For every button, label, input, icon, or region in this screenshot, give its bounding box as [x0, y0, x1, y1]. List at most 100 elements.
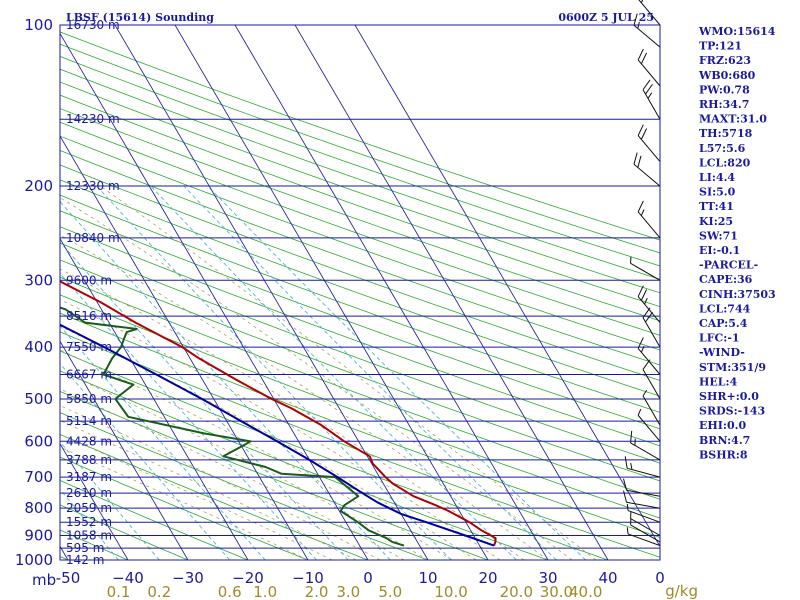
wind-barb-staff	[630, 524, 661, 543]
parcel-line	[60, 323, 495, 547]
index-line: FRZ:623	[699, 54, 751, 67]
wind-barb-staff	[630, 262, 661, 281]
wind-barb-staff	[642, 369, 661, 400]
plot-frame	[59, 24, 661, 561]
x-axis-label-gkg: g/kg	[665, 582, 698, 600]
wind-barb-flag	[633, 13, 638, 26]
wind-barb-half-flag	[640, 209, 645, 216]
index-line: LFC:-1	[699, 332, 740, 345]
moist-adiabat-line	[60, 405, 381, 560]
index-line: TP:121	[699, 40, 742, 53]
wind-barb-flag	[642, 79, 651, 91]
wind-barb-staff	[627, 467, 661, 478]
wind-barb-half-flag	[630, 256, 632, 264]
isotherm-line	[60, 237, 249, 560]
wind-barb-flag	[637, 285, 644, 297]
wind-barb-staff	[637, 135, 661, 162]
height-label: 7550 m	[66, 340, 112, 354]
mixing-ratio-label: 20.0	[500, 583, 533, 600]
wind-barb-staff	[637, 59, 661, 87]
temperature-tick-labels: -50 −40 −30 −20 −10 0 10 20 30 40 0	[56, 569, 665, 587]
wind-barb-half-flag	[630, 511, 632, 519]
index-line: EI:-0.1	[699, 244, 740, 257]
mixing-ratio-label: 0.6	[218, 583, 242, 600]
mixing-ratio-label: 10.0	[434, 583, 467, 600]
index-line: LCL:820	[699, 156, 751, 169]
wind-barb	[626, 503, 661, 523]
moist-adiabat-line	[60, 446, 309, 560]
wind-barb-half-flag	[626, 503, 629, 511]
index-line: PW:0.78	[699, 83, 750, 96]
mixing-ratio-label: 1.0	[253, 583, 277, 600]
wind-barb-staff	[633, 163, 661, 187]
wind-barb-staff	[630, 442, 661, 461]
wind-barb-staff	[637, 348, 661, 375]
index-line: LCL:744	[699, 302, 751, 315]
wind-barb-flag	[637, 155, 642, 168]
index-line: -PARCEL-	[699, 259, 758, 272]
wind-barb-half-flag	[642, 389, 648, 397]
wind-barb	[642, 307, 661, 348]
wind-barb	[637, 408, 661, 442]
wind-barb-staff	[637, 414, 661, 442]
height-label: 2059 m	[66, 501, 112, 515]
height-label: 14230 m	[66, 112, 120, 126]
height-label: 8516 m	[66, 309, 112, 323]
isotherm-line	[60, 340, 189, 560]
temperature-tick-label: 30	[538, 569, 557, 587]
dry-adiabat-line	[60, 412, 429, 560]
temperature-tick-label: −20	[232, 569, 264, 587]
wind-barb-half-flag	[630, 518, 632, 525]
wind-barb-half-flag	[647, 92, 653, 99]
mixing-ratio-label: 0.1	[107, 583, 131, 600]
wind-barb-staff	[637, 296, 661, 323]
isotherm-line	[60, 32, 369, 560]
wind-barb-staff	[630, 518, 661, 536]
wind-barb	[642, 389, 661, 426]
index-line: RH:34.7	[699, 98, 749, 111]
height-label: 1552 m	[66, 515, 112, 529]
temperature-tick-label: -50	[56, 569, 81, 587]
background-lines	[60, 25, 660, 560]
wind-barb-staff	[637, 0, 661, 26]
mixing-ratio-line	[60, 325, 266, 560]
wind-barb-half-flag	[637, 408, 642, 416]
height-label: 2610 m	[66, 486, 112, 500]
wind-barb-flag	[640, 289, 648, 301]
pressure-tick-labels: 100 200 300 400 500 600 700 800 900 1000	[15, 16, 53, 569]
wind-barb-half-flag	[644, 297, 648, 305]
pressure-tick-label: 500	[24, 390, 53, 408]
index-line: SHR+:0.0	[699, 390, 759, 403]
index-line: TH:5718	[699, 127, 753, 140]
wind-barb	[624, 456, 661, 478]
wind-barb-flag	[642, 359, 651, 370]
temperature-tick-label: −40	[112, 569, 144, 587]
index-line: BSHR:8	[699, 448, 748, 461]
isotherm-line	[234, 25, 549, 560]
index-line: SW:71	[699, 229, 738, 242]
mixing-ratio-label: 2.0	[305, 583, 329, 600]
index-line: WB0:680	[698, 69, 756, 82]
pressure-tick-label: 400	[24, 338, 53, 356]
wind-barb	[637, 124, 661, 162]
wind-barb	[630, 511, 661, 536]
mixing-ratio-label: 0.2	[147, 583, 171, 600]
wind-barb-flag	[637, 48, 644, 61]
temperature-tick-label: 0	[363, 569, 373, 587]
index-line: EHI:0.0	[699, 419, 746, 432]
mixing-ratio-labels: 0.1 0.2 0.6 1.0 2.0 3.0 5.0 10.0 20.0 30.040.0	[107, 583, 603, 600]
dewpoint-line	[60, 306, 405, 547]
mixing-ratio-label: 5.0	[378, 583, 402, 600]
index-line: CAPE:36	[699, 273, 753, 286]
temperature-tick-label: −30	[172, 569, 204, 587]
pressure-tick-label: 800	[24, 499, 53, 517]
height-label: 1058 m	[66, 529, 112, 543]
index-line: CINH:37503	[699, 288, 776, 301]
index-line: MAXT:31.0	[699, 113, 767, 126]
wind-barb-half-flag	[634, 438, 636, 446]
height-label: 9600 m	[66, 273, 112, 287]
wind-barb-flag	[645, 83, 653, 95]
wind-barb-flag	[624, 456, 628, 469]
pressure-tick-label: 700	[24, 468, 53, 486]
